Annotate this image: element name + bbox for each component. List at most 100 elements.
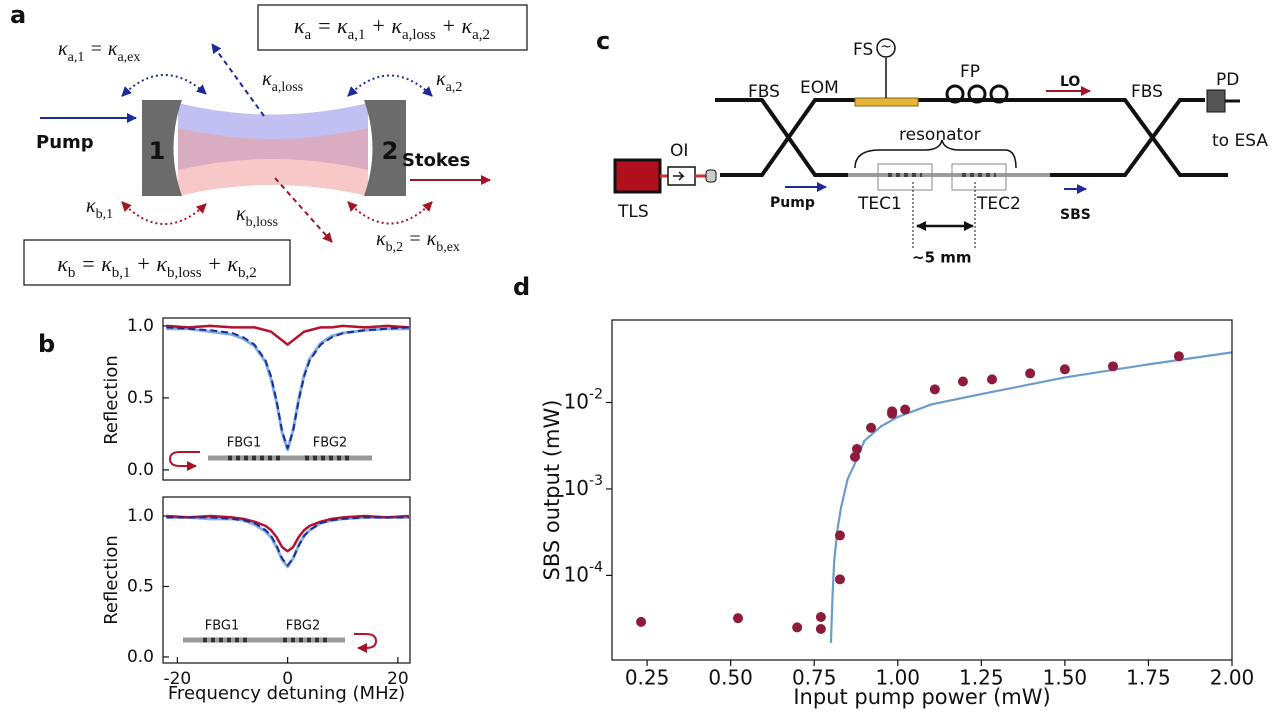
annotation: FBG2 xyxy=(286,619,321,634)
label: TEC2 xyxy=(976,194,1021,214)
data-point xyxy=(815,623,826,634)
plot-area xyxy=(166,324,409,452)
math-label: κb = κb,1 + κb,loss + κb,2 xyxy=(57,251,256,281)
label: FS xyxy=(853,40,873,60)
data-point xyxy=(834,530,845,541)
math-label: κa,1 = κa,ex xyxy=(58,38,140,65)
label-part: = κ xyxy=(84,38,117,60)
label-part: a,loss xyxy=(402,27,436,43)
tec xyxy=(951,163,1007,191)
label-part: κ xyxy=(86,195,96,217)
plot-frame xyxy=(611,319,1233,661)
arrow xyxy=(211,43,265,117)
label: Pump xyxy=(36,132,94,153)
mirror xyxy=(364,100,406,196)
label: OI xyxy=(670,141,688,161)
label: FBS xyxy=(748,82,780,102)
label: resonator xyxy=(899,125,981,145)
label-part: κ xyxy=(236,203,246,225)
panel-label: a xyxy=(10,1,26,29)
tick-base: 10 xyxy=(564,562,589,586)
math-label: κb,loss xyxy=(236,203,278,230)
label: EOM xyxy=(800,78,839,98)
label-part: b xyxy=(68,265,76,281)
guide xyxy=(912,182,976,248)
data-point xyxy=(851,443,862,454)
label: FBS xyxy=(1131,82,1163,102)
eom xyxy=(854,97,919,107)
y-tick-label: 10-4 xyxy=(564,559,604,586)
tick-base: 10 xyxy=(564,389,589,413)
label-part: = κ xyxy=(311,13,348,38)
setup-diagram xyxy=(613,38,1240,248)
label-part: κ xyxy=(262,68,272,90)
label: LO xyxy=(1060,74,1080,90)
tick-exponent: -2 xyxy=(589,386,603,402)
brace xyxy=(854,139,1017,169)
math-label: κa,2 xyxy=(436,68,462,95)
label-part: κ xyxy=(436,68,446,90)
x-axis-label: Input pump power (mW) xyxy=(793,685,1050,709)
data-point xyxy=(1173,351,1184,362)
data-point xyxy=(887,406,898,417)
label-part: κ xyxy=(376,228,386,250)
y-axis-label: Reflection xyxy=(101,355,122,445)
x-tick-label: -20 xyxy=(163,669,191,689)
panel-label: c xyxy=(596,27,610,55)
y-tick-label: 0.5 xyxy=(127,576,154,596)
label-part: a,loss xyxy=(272,80,304,95)
math-label: κa = κa,1 + κa,loss + κa,2 xyxy=(294,13,490,43)
label: TLS xyxy=(617,202,649,222)
fit-line xyxy=(166,516,409,567)
isolator-arrow xyxy=(673,171,685,181)
label: ~ xyxy=(880,39,892,55)
label-part: κ xyxy=(294,13,305,38)
panel-label: d xyxy=(513,273,530,301)
data-point xyxy=(792,622,803,633)
data-point xyxy=(849,451,860,462)
x-tick-label: 0.25 xyxy=(625,666,670,690)
plot-frame xyxy=(162,496,411,664)
chart: 10-410-310-20.25 0.50 0.75 1.00 1.25 1.50 1.75… xyxy=(540,319,1255,709)
label-part: + κ xyxy=(202,251,239,276)
panel-label: b xyxy=(38,330,55,358)
x-tick-label: 2.00 xyxy=(1210,666,1255,690)
formula-box xyxy=(257,4,528,51)
annotation: FBG2 xyxy=(313,436,348,451)
data-line xyxy=(829,351,1232,643)
arrow xyxy=(121,201,207,225)
label-part: b,loss xyxy=(246,215,278,230)
arrow xyxy=(347,74,433,97)
label-part: a,1 xyxy=(348,27,366,43)
x-tick-label: 1.50 xyxy=(1043,666,1088,690)
math-label: κa,loss xyxy=(262,68,303,95)
label-part: a,2 xyxy=(472,27,490,43)
photodiode xyxy=(1206,89,1226,113)
label-part: κ xyxy=(57,251,68,276)
y-tick-label: 0.0 xyxy=(127,647,154,667)
fit-line xyxy=(166,326,409,450)
connector xyxy=(705,169,717,183)
data-point xyxy=(834,574,845,585)
mirror xyxy=(142,100,182,196)
stokes-mode xyxy=(178,128,368,196)
label-part: = κ xyxy=(403,228,436,250)
tick-base: 10 xyxy=(564,475,589,499)
x-tick-label: 0 xyxy=(282,669,293,689)
label-part: = κ xyxy=(75,251,112,276)
tec xyxy=(877,163,933,191)
label-part: b,loss xyxy=(167,265,202,281)
label: PD xyxy=(1216,70,1239,90)
data-point xyxy=(866,422,877,433)
math-label: κb,1 xyxy=(86,195,113,222)
label-part: a,ex xyxy=(117,50,140,65)
chart: 0.0 0.5 1.0 -20 0 20 Reflection Frequency detun… xyxy=(101,496,411,704)
data-point xyxy=(929,384,940,395)
annotation: FBG1 xyxy=(227,436,262,451)
x-tick-label: 1.00 xyxy=(876,666,921,690)
y-tick-label: 0.5 xyxy=(127,388,154,408)
data-point xyxy=(733,613,744,624)
data-point xyxy=(1108,361,1119,372)
